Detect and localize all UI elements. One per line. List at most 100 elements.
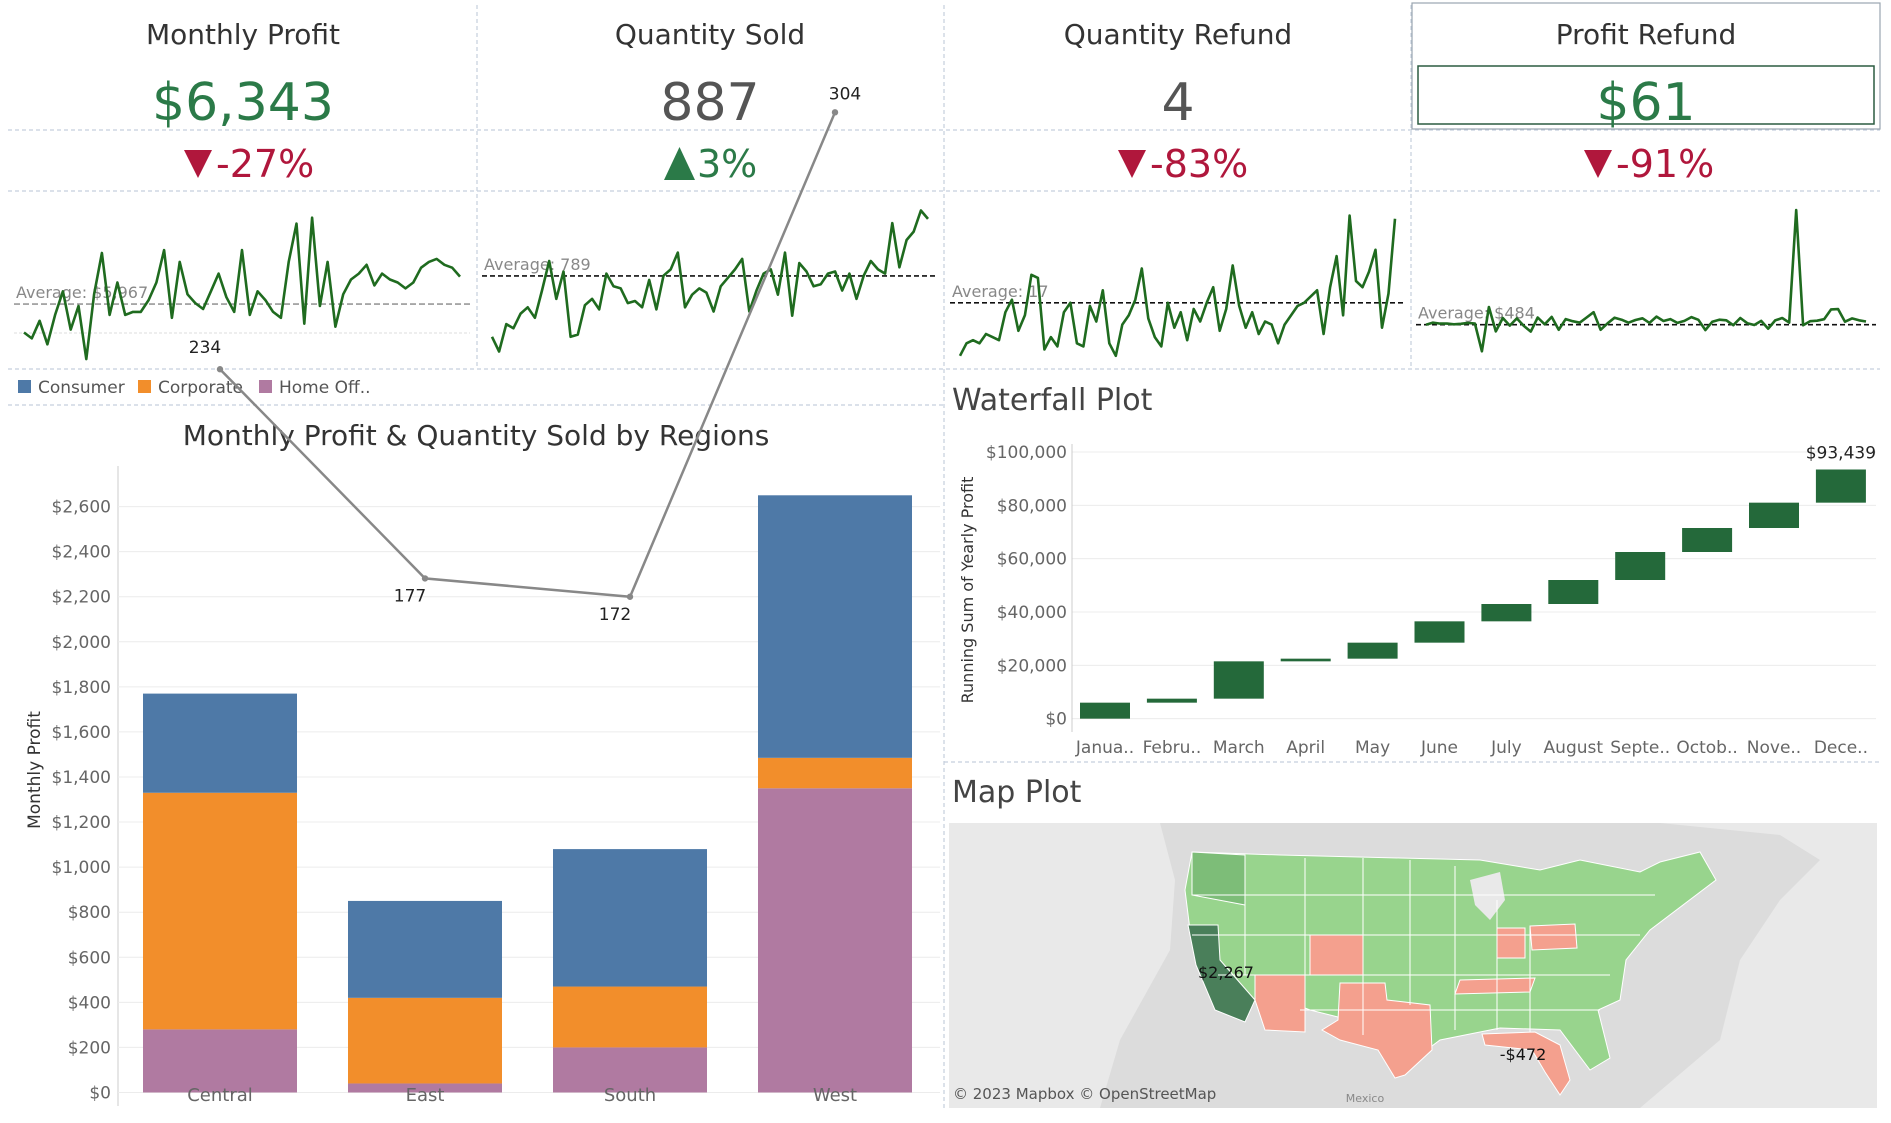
kpi-change: -91%: [1616, 142, 1714, 186]
quantity-line-point[interactable]: [831, 109, 839, 116]
region-bar-segment[interactable]: [758, 757, 912, 789]
state-ohio[interactable]: [1496, 927, 1526, 959]
map-label-california: $2,267: [1198, 963, 1254, 982]
region-x-ticks: Central East South West: [187, 1085, 857, 1106]
kpi-dividers: [8, 5, 1880, 1110]
profit-refund-panel-frame: [1411, 2, 1881, 130]
state-borders: [1192, 855, 1655, 1035]
waterfall-y-tick-label: $40,000: [997, 603, 1067, 623]
region-bars[interactable]: [143, 495, 912, 1093]
waterfall-x-tick-label: Febru..: [1143, 738, 1202, 758]
region-bar-chart[interactable]: Monthly Profit & Quantity Sold by Region…: [25, 84, 940, 1106]
kpi-title: Quantity Refund: [1064, 18, 1292, 51]
segment-legend[interactable]: Consumer Corporate Home Off..: [18, 378, 371, 398]
quantity-line-point[interactable]: [216, 366, 224, 373]
sparkline-series-line[interactable]: [1425, 208, 1867, 353]
region-bar-segment[interactable]: [553, 849, 707, 987]
kpi-monthly-profit[interactable]: Monthly Profit $6,343 -27%: [146, 18, 340, 186]
legend-swatch-corporate: [138, 380, 151, 393]
sparkline-average-label: Average: 17: [952, 282, 1049, 301]
sparkline-series-line[interactable]: [958, 214, 1397, 358]
region-y-tick-label: $600: [68, 948, 111, 968]
state-arizona[interactable]: [1254, 974, 1306, 1033]
sparkline-profit-refund[interactable]: Average: $484: [1416, 208, 1876, 353]
quantity-line-point[interactable]: [626, 593, 634, 600]
region-bar-segment[interactable]: [758, 495, 912, 758]
waterfall-bar[interactable]: [1749, 502, 1799, 528]
state-colorado[interactable]: [1309, 934, 1364, 976]
waterfall-bar[interactable]: [1682, 528, 1733, 552]
region-bar-segment[interactable]: [143, 792, 297, 1030]
waterfall-x-tick-label: Dece..: [1814, 738, 1868, 758]
state-pennsylvania[interactable]: [1529, 923, 1578, 951]
waterfall-y-tick-label: $20,000: [997, 656, 1067, 676]
quantity-line-data-label: 172: [599, 605, 631, 625]
region-bar-segment[interactable]: [348, 900, 502, 998]
map-label-florida: -$472: [1500, 1045, 1547, 1064]
state-texas[interactable]: [1321, 982, 1433, 1079]
waterfall-bar[interactable]: [1146, 698, 1197, 703]
sparkline-series-line[interactable]: [490, 209, 929, 353]
region-y-tick-label: $2,200: [52, 588, 111, 608]
map-label-mexico: Mexico: [1346, 1092, 1385, 1105]
map-plot[interactable]: Map Plot: [949, 775, 1877, 1108]
kpi-title: Quantity Sold: [615, 18, 805, 51]
waterfall-y-tick-label: $80,000: [997, 496, 1067, 516]
waterfall-x-tick-label: Nove..: [1747, 738, 1801, 758]
quantity-line-path[interactable]: [219, 111, 837, 599]
region-bar-segment[interactable]: [553, 986, 707, 1048]
kpi-profit-refund[interactable]: Profit Refund $61 -91%: [1556, 18, 1736, 186]
waterfall-chart[interactable]: Waterfall Plot Running Sum of Yearly Pro…: [952, 383, 1876, 758]
waterfall-y-tick-label: $60,000: [997, 550, 1067, 570]
sparkline-quantity-sold[interactable]: Average: 789: [482, 209, 938, 353]
region-bar-segment[interactable]: [348, 997, 502, 1084]
waterfall-bars[interactable]: [1080, 469, 1866, 719]
waterfall-bar[interactable]: [1280, 658, 1331, 662]
sparkline-series-line[interactable]: [23, 216, 461, 361]
map-attribution[interactable]: © 2023 Mapbox © OpenStreetMap: [953, 1085, 1216, 1103]
quantity-line-point[interactable]: [421, 575, 429, 582]
kpi-quantity-sold[interactable]: Quantity Sold 887 3%: [615, 18, 805, 186]
waterfall-bar[interactable]: [1080, 702, 1130, 719]
sparkline-monthly-profit[interactable]: Average: $5,967: [14, 216, 470, 361]
waterfall-x-tick-label: May: [1355, 738, 1390, 758]
waterfall-bar[interactable]: [1414, 621, 1465, 643]
state-tennessee[interactable]: [1454, 977, 1536, 995]
region-y-tick-label: $1,800: [52, 678, 111, 698]
waterfall-bar[interactable]: [1548, 580, 1599, 604]
quantity-sold-line[interactable]: 234 177 172 304: [189, 84, 861, 624]
legend-swatch-consumer: [18, 380, 31, 393]
waterfall-y-ticks: $0 $20,000 $40,000 $60,000 $80,000 $100,000: [986, 443, 1067, 730]
waterfall-bar[interactable]: [1815, 469, 1866, 503]
legend-label-consumer[interactable]: Consumer: [38, 378, 125, 398]
state-florida[interactable]: [1481, 1031, 1571, 1096]
region-bar-segment[interactable]: [553, 1047, 707, 1093]
quantity-line-data-label: 234: [189, 338, 221, 358]
waterfall-title: Waterfall Plot: [952, 383, 1153, 418]
quantity-line-data-label: 304: [829, 84, 861, 104]
waterfall-gridlines: [1072, 451, 1876, 720]
state-california[interactable]: [1187, 924, 1256, 1023]
region-bar-segment[interactable]: [758, 788, 912, 1093]
profit-refund-selection-box[interactable]: [1417, 65, 1875, 125]
waterfall-y-tick-label: $100,000: [986, 443, 1067, 463]
legend-label-corporate[interactable]: Corporate: [158, 378, 243, 398]
down-triangle-icon: [1584, 150, 1612, 178]
region-y-tick-label: $400: [68, 993, 111, 1013]
region-y-tick-label: $0: [89, 1083, 111, 1103]
waterfall-x-tick-label: Octob..: [1676, 738, 1737, 758]
waterfall-bar[interactable]: [1347, 642, 1398, 659]
legend-label-home-office[interactable]: Home Off..: [279, 378, 371, 398]
kpi-change: 3%: [697, 142, 757, 186]
waterfall-bar[interactable]: [1615, 552, 1666, 580]
kpi-value: $6,343: [152, 73, 334, 133]
waterfall-x-tick-label: August: [1544, 738, 1604, 758]
sparkline-quantity-refund[interactable]: Average: 17: [950, 214, 1405, 358]
waterfall-bar[interactable]: [1481, 604, 1532, 622]
region-bar-segment[interactable]: [143, 1029, 297, 1093]
region-bar-segment[interactable]: [143, 693, 297, 793]
region-bar-segment[interactable]: [348, 1083, 502, 1093]
kpi-quantity-refund[interactable]: Quantity Refund 4 -83%: [1064, 18, 1292, 186]
up-triangle-icon: [664, 147, 695, 180]
waterfall-bar[interactable]: [1213, 661, 1264, 699]
